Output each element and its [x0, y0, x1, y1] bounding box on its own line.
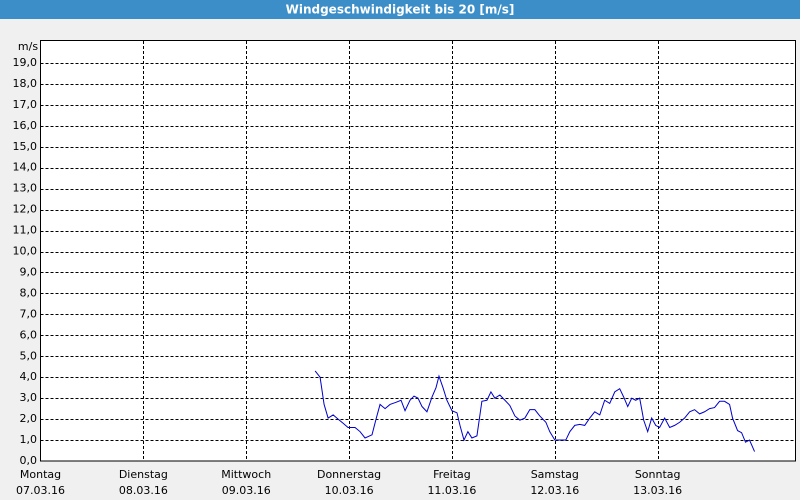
y-tick-label: 6,0: [20, 328, 38, 341]
x-tick-sublabel: 09.03.16: [222, 484, 271, 497]
data-line: [314, 370, 756, 452]
y-tick-label: 10,0: [13, 245, 38, 258]
x-tick-label: Dienstag: [119, 468, 168, 481]
y-tick-label: 3,0: [20, 391, 38, 404]
y-tick-label: 7,0: [20, 307, 38, 320]
y-tick-label: 15,0: [13, 140, 38, 153]
x-tick-label: Donnerstag: [317, 468, 381, 481]
y-tick-label: 14,0: [13, 161, 38, 174]
x-tick-label: Samstag: [531, 468, 579, 481]
y-tick-label: 0,0: [20, 454, 38, 467]
title-bar: [0, 0, 800, 19]
x-tick-sublabel: 11.03.16: [427, 484, 476, 497]
x-tick-sublabel: 10.03.16: [325, 484, 374, 497]
y-tick-label: 9,0: [20, 265, 38, 278]
x-tick-label: Montag: [20, 468, 61, 481]
y-tick-label: 13,0: [13, 182, 38, 195]
x-tick-label: Mittwoch: [221, 468, 271, 481]
y-tick-label: 17,0: [13, 98, 38, 111]
y-tick-label: 12,0: [13, 203, 38, 216]
x-tick-sublabel: 13.03.16: [633, 484, 682, 497]
y-tick-label: 5,0: [20, 349, 38, 362]
plot-area: [40, 40, 796, 462]
x-tick-label: Sonntag: [635, 468, 681, 481]
x-tick-sublabel: 08.03.16: [119, 484, 168, 497]
y-tick-label: 16,0: [13, 119, 38, 132]
y-tick-label: 1,0: [20, 433, 38, 446]
y-axis-label: m/s: [18, 40, 38, 53]
y-tick-label: 11,0: [13, 224, 38, 237]
y-tick-label: 19,0: [13, 56, 38, 69]
x-tick-sublabel: 07.03.16: [16, 484, 65, 497]
y-tick-label: 8,0: [20, 286, 38, 299]
x-tick-label: Freitag: [433, 468, 471, 481]
y-tick-label: 4,0: [20, 370, 38, 383]
chart-title: Windgeschwindigkeit bis 20 [m/s]: [286, 3, 515, 17]
y-tick-label: 2,0: [20, 412, 38, 425]
y-tick-label: 18,0: [13, 77, 38, 90]
x-tick-sublabel: 12.03.16: [530, 484, 579, 497]
